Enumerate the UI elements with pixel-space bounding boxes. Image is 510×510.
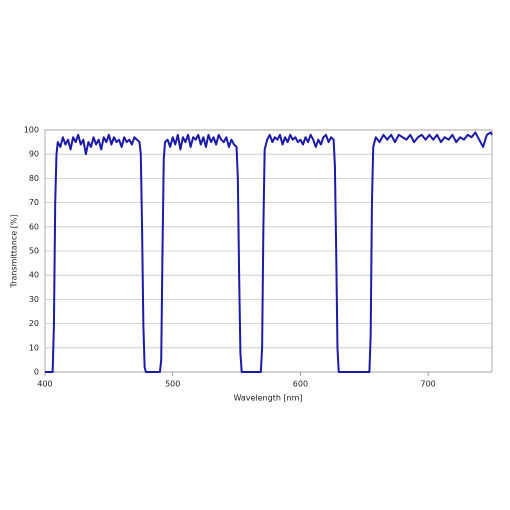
x-tick-label: 700 bbox=[421, 380, 436, 389]
x-tick-label: 600 bbox=[293, 380, 308, 389]
y-tick-label: 90 bbox=[29, 150, 39, 159]
y-axis-label: Transmittance [%] bbox=[10, 214, 19, 288]
y-tick-label: 40 bbox=[29, 271, 39, 280]
x-axis-label: Wavelength [nm] bbox=[233, 394, 302, 403]
y-tick-label: 60 bbox=[29, 222, 39, 231]
line bbox=[45, 131, 493, 373]
y-tick-label: 30 bbox=[29, 295, 39, 304]
y-tick-label: 10 bbox=[29, 343, 39, 352]
y-tick-label: 100 bbox=[24, 126, 39, 135]
x-tick-label: 400 bbox=[37, 380, 52, 389]
y-tick-label: 70 bbox=[29, 198, 39, 207]
y-tick-label: 0 bbox=[34, 368, 39, 377]
plot-frame bbox=[44, 129, 493, 373]
y-tick-label: 50 bbox=[29, 247, 39, 256]
x-tick-label: 500 bbox=[165, 380, 180, 389]
y-tick-label: 80 bbox=[29, 174, 39, 183]
y-tick-label: 20 bbox=[29, 319, 39, 328]
